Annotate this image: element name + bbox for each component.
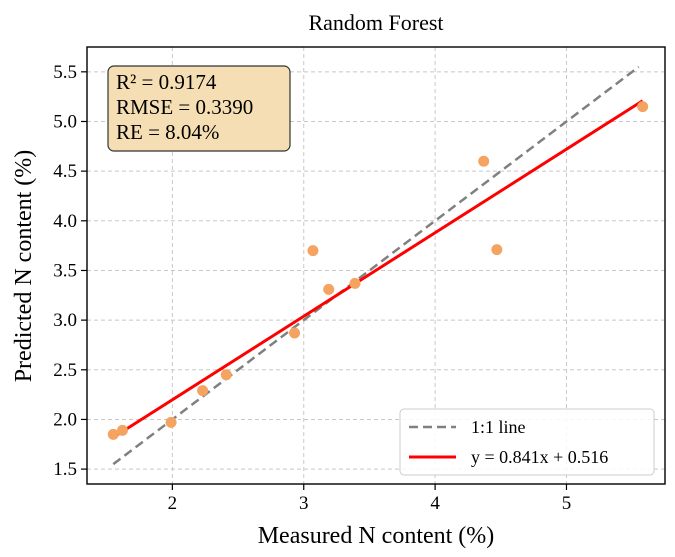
legend-label-fit: y = 0.841x + 0.516: [471, 447, 608, 467]
y-tick-label: 5.5: [53, 62, 77, 83]
data-point: [220, 369, 232, 381]
x-tick-label: 4: [430, 493, 440, 514]
data-point: [349, 277, 361, 289]
data-point: [637, 101, 649, 113]
data-point: [197, 385, 209, 397]
plot-area-frame: [86, 46, 666, 485]
data-point: [491, 244, 503, 256]
legend: 1:1 line y = 0.841x + 0.516: [399, 408, 655, 476]
data-point: [478, 155, 490, 167]
legend-frame: [399, 408, 655, 476]
stats-r2: R² = 0.9174: [116, 70, 217, 94]
data-point: [165, 416, 177, 428]
y-tick-label: 1.5: [53, 459, 77, 480]
y-tick-label: 4.0: [53, 211, 77, 232]
stats-re: RE = 8.04%: [116, 120, 219, 144]
data-point: [323, 283, 335, 295]
y-tick-label: 3.5: [53, 260, 77, 281]
x-axis-label: Measured N content (%): [258, 523, 495, 549]
x-tick-label: 3: [299, 493, 309, 514]
axis-ticks: 2 3 4 5 1.5 2.0 2.5 3.0 3.5 4.0 4.5 5.0 5.5: [53, 62, 571, 514]
stats-box: R² = 0.9174 RMSE = 0.3390 RE = 8.04%: [107, 65, 291, 152]
data-points: [107, 101, 649, 440]
regression-line: [112, 99, 644, 439]
series-lines: [112, 65, 644, 466]
data-point: [289, 327, 301, 339]
data-point: [116, 424, 128, 436]
stats-rmse: RMSE = 0.3390: [116, 95, 253, 119]
x-tick-label: 5: [562, 493, 572, 514]
legend-label-1to1: 1:1 line: [471, 417, 526, 437]
chart-title: Random Forest: [308, 10, 443, 35]
y-tick-label: 4.5: [53, 161, 77, 182]
data-point: [307, 245, 319, 257]
stats-box-background: [107, 65, 291, 152]
y-tick-label: 3.0: [53, 310, 77, 331]
y-tick-label: 2.5: [53, 360, 77, 381]
y-tick-label: 5.0: [53, 111, 77, 132]
x-tick-label: 2: [168, 493, 178, 514]
y-tick-label: 2.0: [53, 409, 77, 430]
data-point: [107, 428, 119, 440]
y-axis-label: Predicted N content (%): [11, 150, 37, 383]
one-to-one-line: [112, 65, 640, 466]
